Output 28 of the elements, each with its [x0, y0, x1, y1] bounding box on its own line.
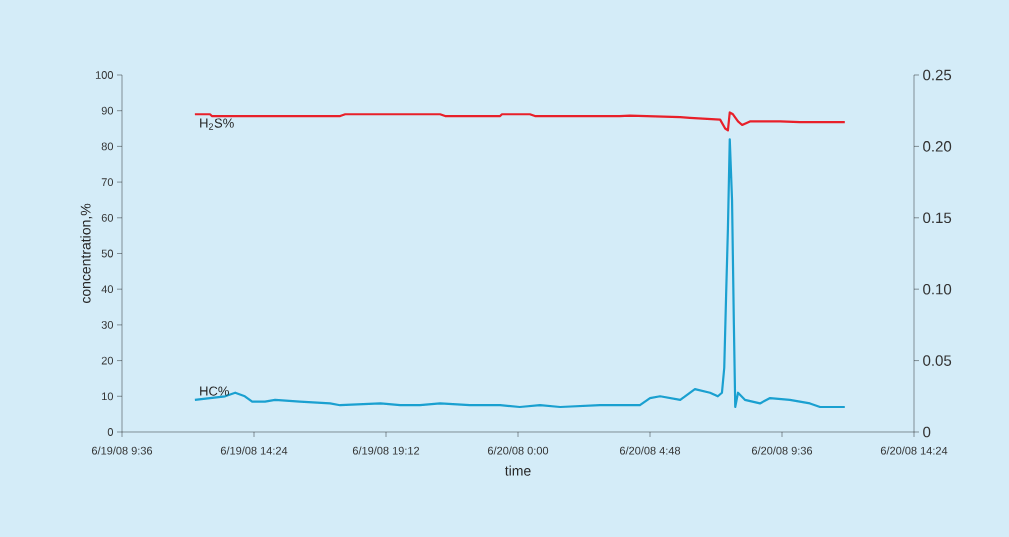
y-tick-label: 40 — [101, 285, 114, 294]
y-tick-label: 100 — [95, 71, 114, 79]
y-axis-title: concentration,% — [80, 203, 93, 304]
x-tick-label: 6/19/08 19:12 — [352, 446, 420, 455]
y-tick-label: 60 — [101, 213, 114, 222]
y2-tick-label: 0.05 — [923, 355, 952, 366]
x-tick-label: 6/20/08 14:24 — [880, 446, 948, 455]
y2-tick-label: 0.25 — [923, 69, 952, 81]
y2-tick-label: 0.10 — [923, 283, 952, 295]
y-tick-label: 70 — [101, 178, 114, 186]
series-label: HC% — [200, 386, 229, 396]
y-tick-label: 50 — [101, 249, 114, 258]
y-tick-label: 80 — [101, 142, 114, 151]
y2-tick-label: 0.20 — [923, 141, 952, 152]
series-label: H$_{2}$S% — [200, 118, 234, 130]
y2-tick-label: 0 — [923, 426, 931, 438]
y-tick-label: 10 — [102, 392, 114, 401]
y-tick-label: 90 — [101, 106, 114, 115]
x-tick-label: 6/19/08 9:36 — [91, 446, 153, 455]
y-tick-label: 0 — [107, 428, 114, 436]
y-tick-label: 30 — [101, 321, 114, 329]
x-tick-label: 6/20/08 9:36 — [751, 446, 813, 455]
x-axis-title: time — [505, 465, 531, 476]
y-tick-label: 20 — [101, 356, 114, 365]
x-tick-label: 6/20/08 0:00 — [487, 446, 549, 455]
x-tick-label: 6/19/08 14:24 — [220, 446, 288, 455]
x-tick-label: 6/20/08 4:48 — [619, 446, 681, 455]
y2-tick-label: 0.15 — [923, 212, 952, 224]
